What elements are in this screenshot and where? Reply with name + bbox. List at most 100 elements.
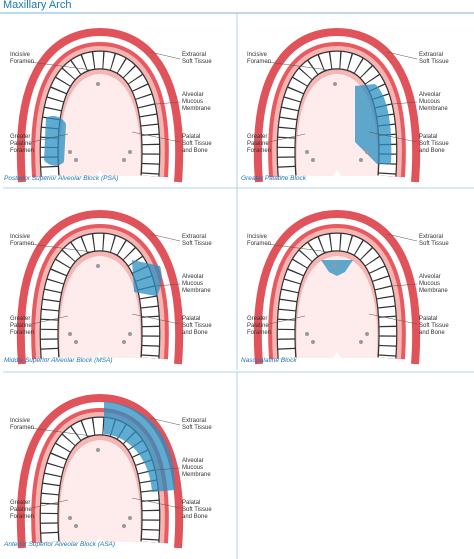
foramen <box>305 332 309 336</box>
label-line: Palatine <box>247 141 269 147</box>
label-line: Extraoral <box>182 418 206 424</box>
leader-line <box>368 131 418 143</box>
panel-caption: Anterior Superior Alveolar Block (ASA) <box>3 541 115 548</box>
page-title: Maxillary Arch <box>3 0 71 11</box>
label-line: Foramen <box>10 59 34 65</box>
label-line: Mucous <box>182 281 203 287</box>
label-line: Soft Tissue <box>182 425 212 431</box>
anatomy-label: Extraoral Soft Tissue <box>419 52 449 65</box>
foramen <box>122 158 126 162</box>
teeth <box>40 51 160 177</box>
leader-line <box>266 243 330 253</box>
leader-line <box>149 51 181 60</box>
foramen <box>68 332 72 336</box>
label-line: Mucous <box>182 465 203 471</box>
label-line: Membrane <box>419 288 448 294</box>
injection-area <box>355 84 392 164</box>
label-line: Extraoral <box>182 52 206 58</box>
label-line: Incisive <box>247 234 268 240</box>
anatomy-label: Extraoral Soft Tissue <box>182 234 212 247</box>
label-line: Foramen <box>10 241 34 247</box>
foramen <box>68 150 72 154</box>
label-line: Foramen <box>247 330 271 336</box>
leader-line <box>155 283 181 287</box>
leader-line <box>31 133 69 143</box>
label-line: and Bone <box>182 514 208 520</box>
label-line: Alveolar <box>182 92 204 98</box>
injection-area <box>321 260 353 276</box>
label-line: Soft Tissue <box>419 141 449 147</box>
injection-area <box>44 116 66 166</box>
anatomy-label: Extraoral Soft Tissue <box>419 234 449 247</box>
label-line: Soft Tissue <box>182 241 212 247</box>
leader-line <box>392 101 418 105</box>
anatomy-label: Incisive Foramen <box>10 52 34 65</box>
foramen <box>74 340 78 344</box>
leader-line <box>31 499 69 509</box>
foramen <box>311 340 315 344</box>
label-line: Greater <box>10 316 30 322</box>
label-line: Foramen <box>247 59 271 65</box>
leader-line <box>155 101 181 105</box>
anatomy-label: Incisive Foramen <box>10 418 34 431</box>
label-line: Foramen <box>10 148 34 154</box>
label-line: Soft Tissue <box>419 59 449 65</box>
foramen <box>96 82 100 86</box>
label-line: Soft Tissue <box>419 241 449 247</box>
label-line: Foramen <box>10 514 34 520</box>
label-line: Incisive <box>10 234 31 240</box>
leader-line <box>29 243 93 253</box>
label-line: Soft Tissue <box>182 59 212 65</box>
foramen <box>128 332 132 336</box>
anatomy-label: Alveolar Mucous Membrane <box>419 92 448 112</box>
label-line: Foramen <box>247 148 271 154</box>
label-line: and Bone <box>419 330 445 336</box>
label-line: Alveolar <box>182 274 204 280</box>
foramen <box>74 524 78 528</box>
label-line: Palatal <box>419 134 437 140</box>
leader-line <box>368 313 418 325</box>
label-line: Incisive <box>247 52 268 58</box>
foramen <box>96 264 100 268</box>
label-line: and Bone <box>182 148 208 154</box>
label-line: Palatal <box>182 134 200 140</box>
label-line: Soft Tissue <box>182 323 212 329</box>
foramen <box>365 332 369 336</box>
label-line: and Bone <box>182 330 208 336</box>
label-line: Alveolar <box>182 458 204 464</box>
label-line: Membrane <box>182 288 211 294</box>
label-line: Incisive <box>10 52 31 58</box>
foramen <box>122 340 126 344</box>
leader-line <box>266 61 330 71</box>
leader-line <box>268 315 306 325</box>
label-line: Extraoral <box>419 234 443 240</box>
label-line: Palatal <box>182 500 200 506</box>
foramen <box>74 158 78 162</box>
panel-caption: Middle Superior Alveolar Block (MSA) <box>4 357 113 364</box>
anatomy-label: Extraoral Soft Tissue <box>182 52 212 65</box>
leader-line <box>131 131 181 143</box>
anatomy-label: Extraoral Soft Tissue <box>182 418 212 431</box>
anatomy-label: Greater Palatine Foramen <box>10 500 34 520</box>
teeth <box>277 233 397 359</box>
leader-line <box>29 427 93 437</box>
anatomy-label: Palatal Soft Tissue and Bone <box>182 316 212 336</box>
anatomy-label: Palatal Soft Tissue and Bone <box>419 316 449 336</box>
label-line: Greater <box>10 134 30 140</box>
anatomy-label: Greater Palatine Foramen <box>10 134 34 154</box>
foramen <box>365 150 369 154</box>
label-line: Greater <box>247 134 267 140</box>
extraoral-tissue <box>16 27 184 183</box>
leader-line <box>149 233 181 242</box>
anatomy-label: Greater Palatine Foramen <box>10 316 34 336</box>
leader-line <box>392 283 418 287</box>
foramen <box>122 524 126 528</box>
label-line: Foramen <box>10 330 34 336</box>
panel-caption: Greater Palatine Block <box>241 175 307 182</box>
label-line: Soft Tissue <box>182 141 212 147</box>
foramen <box>359 340 363 344</box>
leader-line <box>268 133 306 143</box>
